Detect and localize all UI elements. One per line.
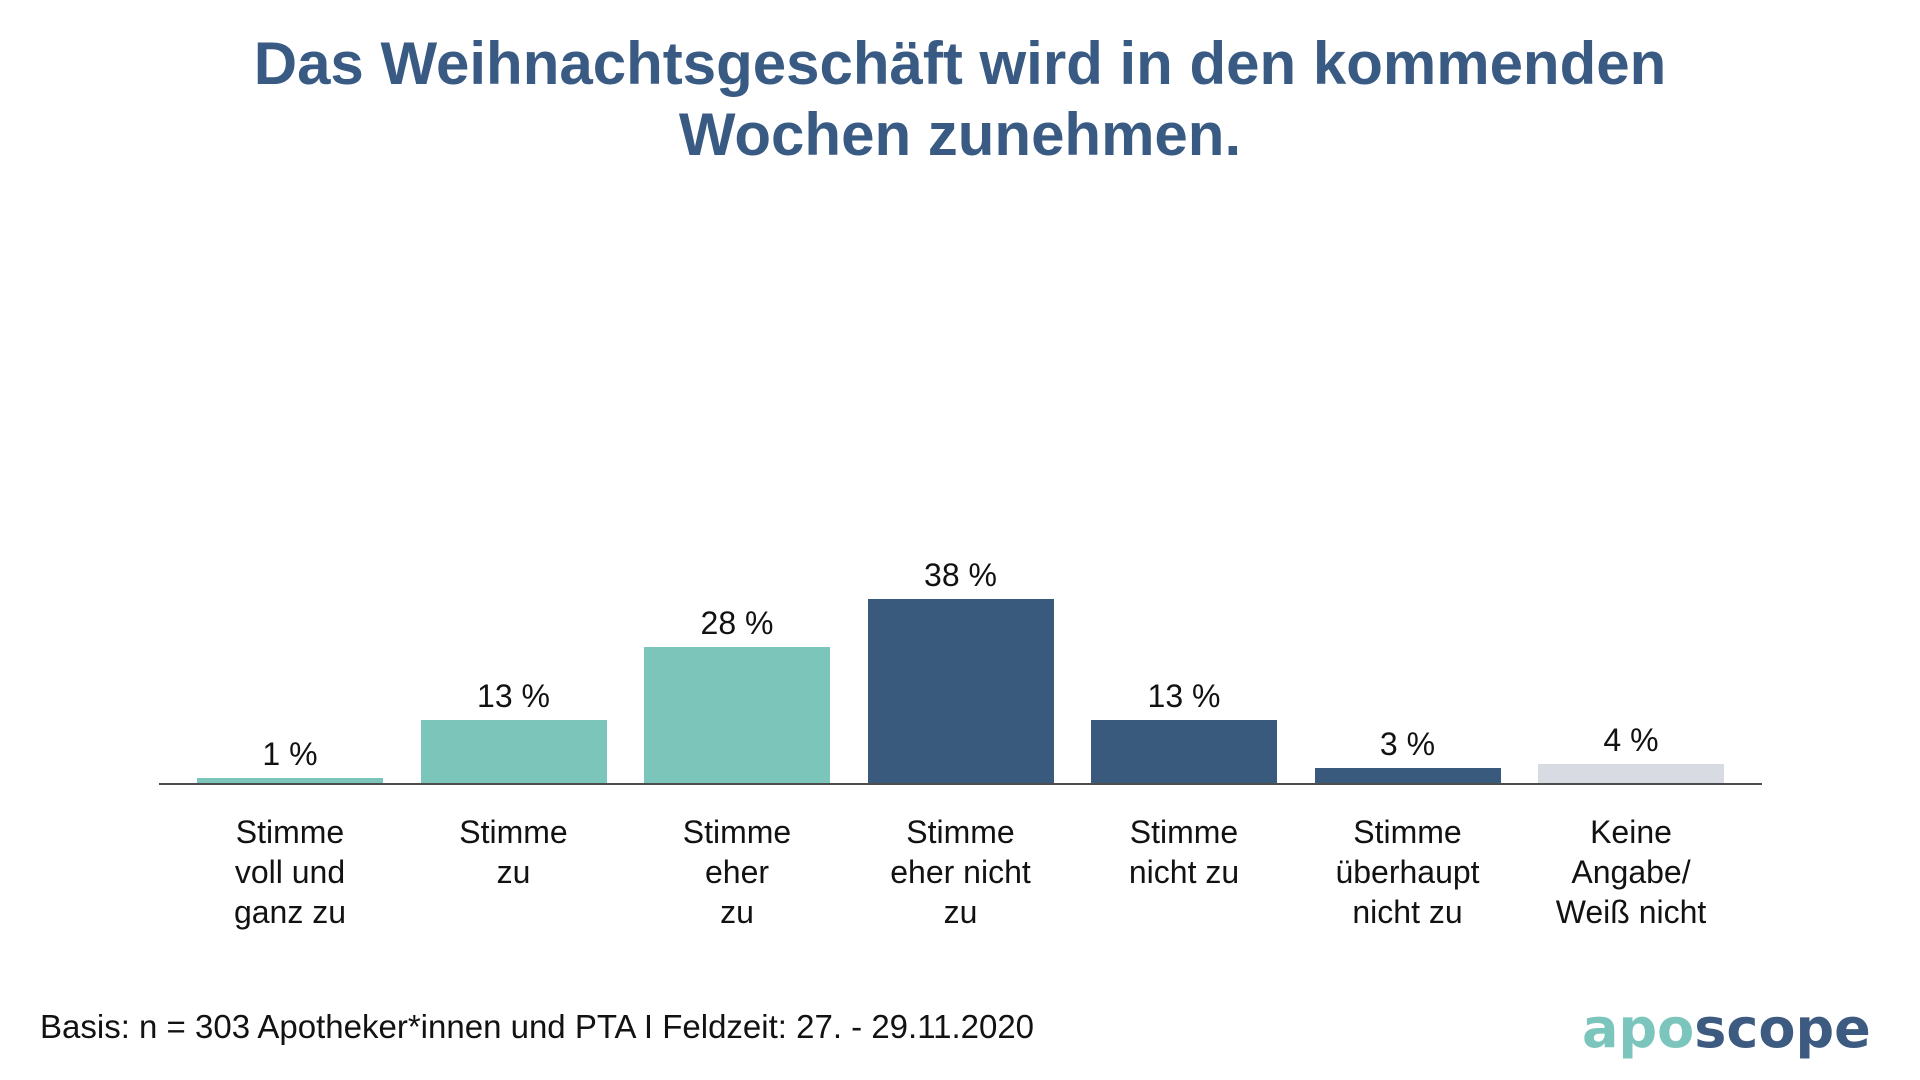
plot-area: 1 % 13 % 28 % 38 % 13 % 3 % 4 % bbox=[159, 419, 1762, 785]
logo-part-scope: scope bbox=[1694, 997, 1871, 1060]
bar-value-label: 1 % bbox=[262, 736, 318, 772]
basis-note: Basis: n = 303 Apotheker*innen und PTA I… bbox=[40, 1008, 1035, 1045]
category-axis: Stimme voll und ganz zu Stimme zu Stimme e… bbox=[159, 812, 1762, 952]
bar-value-label: 38 % bbox=[924, 557, 997, 593]
bar-5 bbox=[1091, 720, 1277, 783]
chart-title-line-2: Wochen zunehmen. bbox=[678, 101, 1242, 168]
bar-value-label: 3 % bbox=[1379, 726, 1436, 762]
bar-6 bbox=[1314, 768, 1501, 783]
category-label: Stimme eher zu bbox=[682, 814, 792, 930]
category-label: Stimme überhaupt nicht zu bbox=[1335, 814, 1480, 930]
bar-2 bbox=[420, 720, 607, 783]
bar-value-label: 28 % bbox=[700, 605, 774, 641]
category-label: Keine Angabe/ Weiß nicht bbox=[1555, 814, 1707, 930]
aposcope-logo: aposcope bbox=[1582, 997, 1871, 1060]
logo-part-apo: apo bbox=[1582, 997, 1695, 1060]
bar-value-label: 13 % bbox=[477, 678, 550, 714]
chart-title-line-1: Das Weihnachtsgeschäft wird in den komme… bbox=[253, 30, 1667, 97]
bar-slot: 28 % bbox=[625, 419, 849, 783]
bar-slot: 4 % bbox=[1519, 419, 1743, 783]
category-label: Stimme nicht zu bbox=[1128, 814, 1240, 890]
category-label: Stimme voll und ganz zu bbox=[233, 814, 347, 930]
chart-title: Das Weihnachtsgeschäft wird in den komme… bbox=[0, 28, 1920, 170]
bar-3 bbox=[644, 647, 830, 783]
bar-slot: 3 % bbox=[1296, 419, 1520, 783]
bar-value-label: 4 % bbox=[1603, 722, 1659, 758]
category-label: Stimme eher nicht zu bbox=[890, 814, 1031, 930]
bar-1 bbox=[197, 778, 383, 783]
bar-slot: 13 % bbox=[1072, 419, 1296, 783]
category-label: Stimme zu bbox=[459, 814, 568, 890]
bar-7 bbox=[1538, 764, 1724, 783]
bar-value-label: 13 % bbox=[1147, 678, 1221, 714]
bar-slot: 13 % bbox=[402, 419, 626, 783]
bar-slot: 1 % bbox=[178, 419, 402, 783]
bar-4 bbox=[867, 599, 1054, 783]
bar-slot: 38 % bbox=[849, 419, 1073, 783]
